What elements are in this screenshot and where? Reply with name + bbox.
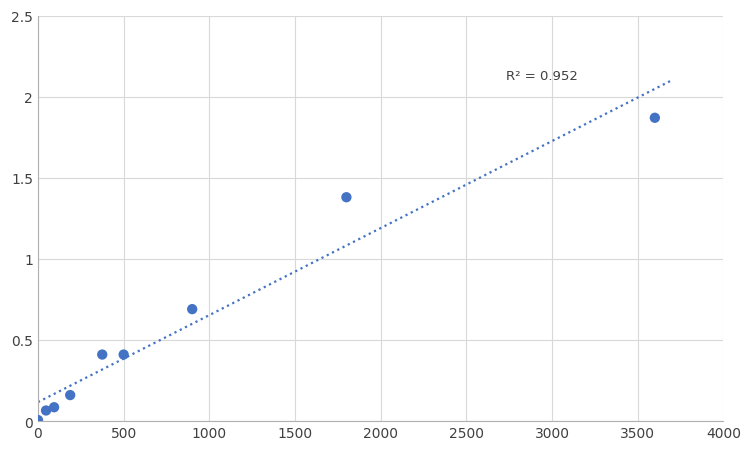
Point xyxy=(649,115,661,122)
Point xyxy=(48,404,60,411)
Point xyxy=(96,351,108,359)
Text: R² = 0.952: R² = 0.952 xyxy=(506,70,578,83)
Point xyxy=(40,407,52,414)
Point xyxy=(341,194,353,202)
Point xyxy=(64,391,76,399)
Point xyxy=(186,306,199,313)
Point xyxy=(32,417,44,424)
Point xyxy=(117,351,129,359)
